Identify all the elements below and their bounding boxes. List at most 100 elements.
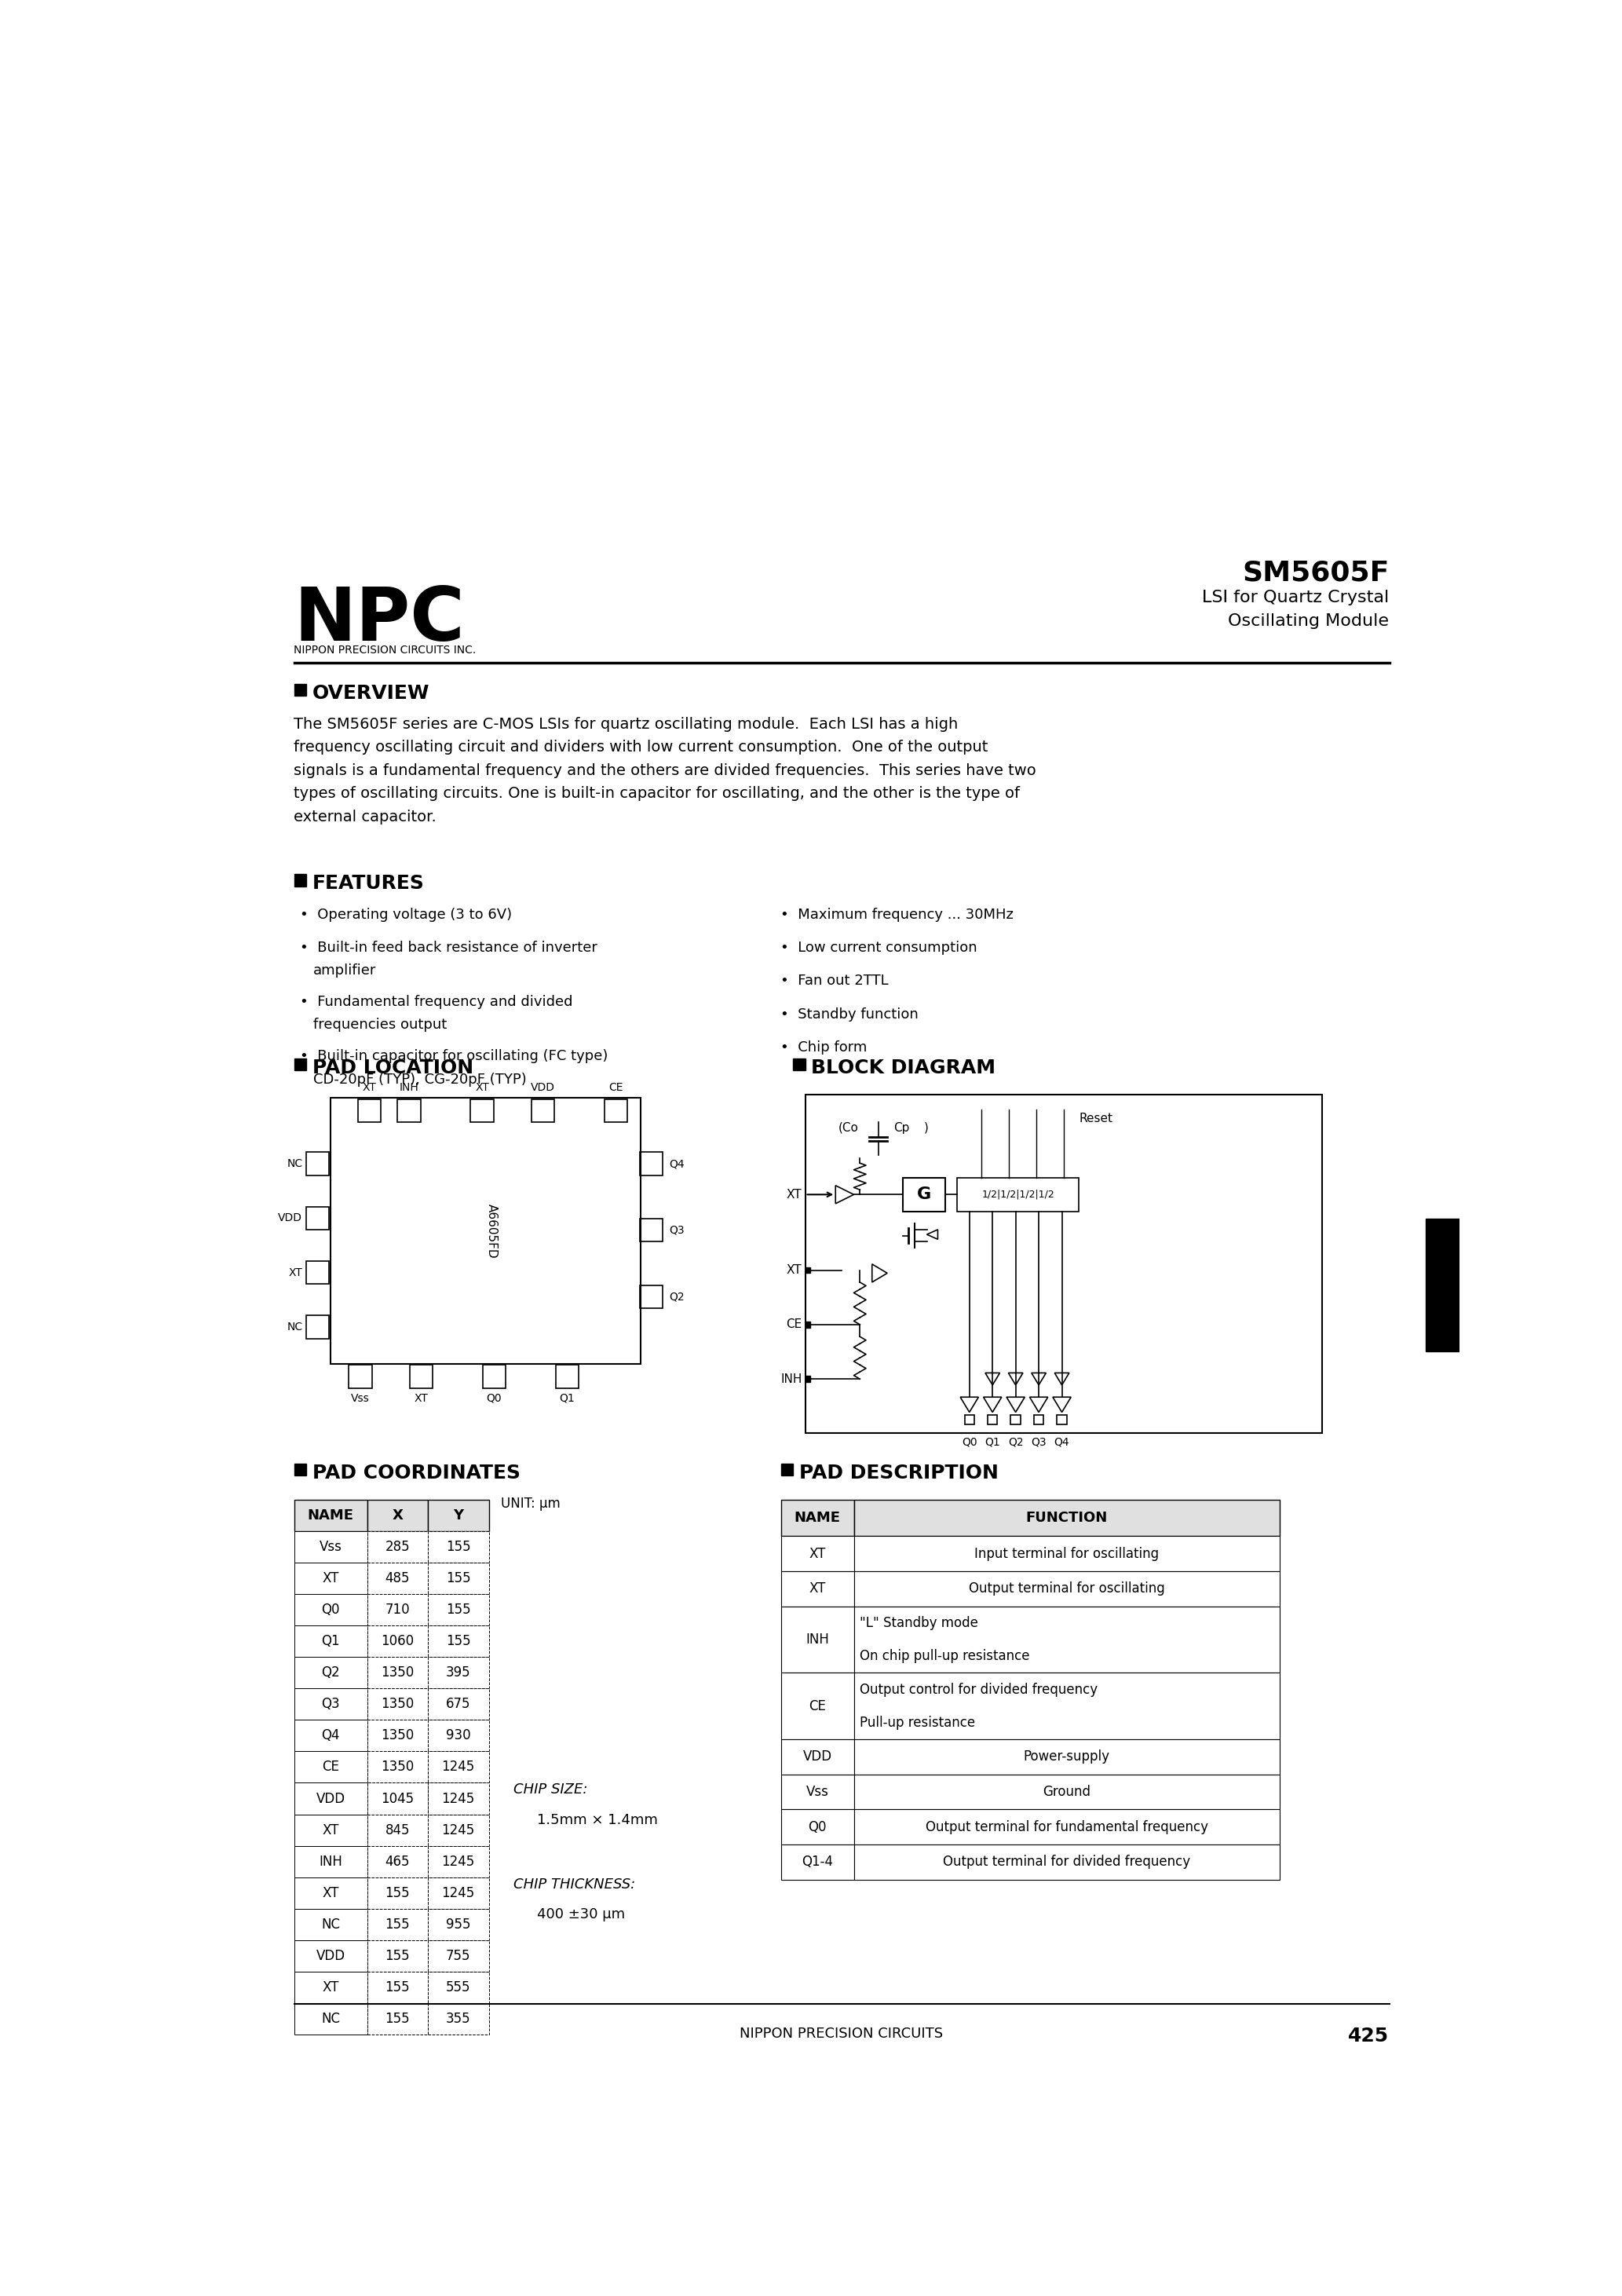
Text: BLOCK DIAGRAM: BLOCK DIAGRAM bbox=[811, 1058, 996, 1077]
Text: frequencies output: frequencies output bbox=[313, 1017, 448, 1033]
Text: PAD LOCATION: PAD LOCATION bbox=[313, 1058, 474, 1077]
Text: 155: 155 bbox=[384, 1949, 410, 1963]
Bar bbox=[805, 1095, 1322, 1433]
Text: 155: 155 bbox=[384, 1885, 410, 1901]
Bar bbox=[639, 1286, 663, 1309]
Text: Q2: Q2 bbox=[1007, 1437, 1023, 1446]
Text: Vss: Vss bbox=[350, 1394, 370, 1403]
Text: UNIT: μm: UNIT: μm bbox=[501, 1497, 560, 1511]
Text: 755: 755 bbox=[446, 1949, 470, 1963]
Text: The SM5605F series are C-MOS LSIs for quartz oscillating module.  Each LSI has a: The SM5605F series are C-MOS LSIs for qu… bbox=[294, 716, 1036, 824]
Text: NC: NC bbox=[287, 1322, 303, 1332]
Bar bbox=[294, 1593, 367, 1626]
Bar bbox=[294, 1878, 367, 1908]
Text: XT: XT bbox=[323, 1570, 339, 1587]
Text: Q2: Q2 bbox=[321, 1665, 339, 1681]
Bar bbox=[605, 1100, 628, 1123]
Bar bbox=[428, 1908, 488, 1940]
Bar bbox=[780, 1674, 853, 1740]
Bar bbox=[367, 1752, 428, 1784]
Bar bbox=[428, 1499, 488, 1531]
Bar bbox=[367, 1972, 428, 2002]
Text: NC: NC bbox=[287, 1157, 303, 1169]
Text: 555: 555 bbox=[446, 1979, 470, 1995]
Text: Q3: Q3 bbox=[668, 1224, 684, 1235]
Text: PAD COORDINATES: PAD COORDINATES bbox=[313, 1463, 521, 1483]
Text: Q0: Q0 bbox=[808, 1821, 827, 1835]
Text: Q1: Q1 bbox=[321, 1635, 339, 1649]
Bar bbox=[428, 2002, 488, 2034]
Bar bbox=[294, 1658, 367, 1688]
Bar bbox=[367, 1531, 428, 1564]
Text: Vss: Vss bbox=[320, 1541, 342, 1554]
Text: 485: 485 bbox=[384, 1570, 410, 1587]
Text: •  Fan out 2TTL: • Fan out 2TTL bbox=[780, 974, 889, 987]
Text: Q2: Q2 bbox=[668, 1290, 684, 1302]
Text: Vss: Vss bbox=[806, 1784, 829, 1800]
Bar bbox=[294, 1752, 367, 1784]
Bar bbox=[294, 684, 307, 696]
Bar bbox=[428, 1752, 488, 1784]
Text: 400 ±30 μm: 400 ±30 μm bbox=[537, 1908, 626, 1922]
Bar bbox=[853, 1844, 1280, 1880]
Text: ): ) bbox=[925, 1123, 928, 1134]
Text: XT: XT bbox=[787, 1189, 801, 1201]
Bar bbox=[294, 1940, 367, 1972]
Text: Q1-4: Q1-4 bbox=[801, 1855, 834, 1869]
Bar bbox=[367, 1908, 428, 1940]
Bar bbox=[358, 1100, 381, 1123]
Bar bbox=[294, 1784, 367, 1814]
Text: 155: 155 bbox=[446, 1541, 470, 1554]
Text: Q0: Q0 bbox=[487, 1394, 501, 1403]
Text: Q3: Q3 bbox=[1032, 1437, 1046, 1446]
Bar bbox=[294, 1531, 367, 1564]
Text: 155: 155 bbox=[446, 1570, 470, 1587]
Text: •  Chip form: • Chip form bbox=[780, 1040, 868, 1054]
Bar bbox=[294, 1688, 367, 1720]
Bar bbox=[483, 1366, 506, 1389]
Text: 395: 395 bbox=[446, 1665, 470, 1681]
Bar bbox=[853, 1775, 1280, 1809]
Bar bbox=[428, 1688, 488, 1720]
Text: Input terminal for oscillating: Input terminal for oscillating bbox=[975, 1548, 1160, 1561]
Text: CE: CE bbox=[608, 1081, 623, 1093]
Bar bbox=[307, 1261, 329, 1283]
Text: XT: XT bbox=[809, 1582, 826, 1596]
Text: A6605FD: A6605FD bbox=[487, 1203, 498, 1258]
Bar bbox=[367, 1878, 428, 1908]
Text: amplifier: amplifier bbox=[313, 964, 376, 978]
Bar bbox=[428, 1972, 488, 2002]
Bar bbox=[294, 1720, 367, 1752]
Text: XT: XT bbox=[362, 1081, 376, 1093]
Bar bbox=[853, 1740, 1280, 1775]
Text: NC: NC bbox=[321, 2011, 341, 2025]
Bar bbox=[331, 1097, 641, 1364]
Bar bbox=[780, 1844, 853, 1880]
Text: 1350: 1350 bbox=[381, 1729, 414, 1743]
Bar bbox=[367, 1720, 428, 1752]
Text: 1245: 1245 bbox=[441, 1791, 475, 1805]
Bar bbox=[367, 1499, 428, 1531]
Bar bbox=[428, 1564, 488, 1593]
Text: Q1: Q1 bbox=[560, 1394, 574, 1403]
Text: CE: CE bbox=[787, 1318, 801, 1329]
Text: 285: 285 bbox=[384, 1541, 410, 1554]
Text: XT: XT bbox=[475, 1081, 488, 1093]
Bar bbox=[780, 1499, 853, 1536]
Text: Oscillating Module: Oscillating Module bbox=[1228, 613, 1388, 629]
Bar bbox=[780, 1607, 853, 1674]
Bar bbox=[294, 1499, 367, 1531]
Text: G: G bbox=[916, 1187, 931, 1203]
Bar bbox=[853, 1536, 1280, 1570]
Bar bbox=[367, 1593, 428, 1626]
Bar bbox=[307, 1208, 329, 1231]
Bar bbox=[307, 1316, 329, 1339]
Bar bbox=[428, 1878, 488, 1908]
Bar bbox=[428, 1814, 488, 1846]
Text: Ground: Ground bbox=[1043, 1784, 1090, 1800]
Bar bbox=[428, 1784, 488, 1814]
Text: VDD: VDD bbox=[803, 1750, 832, 1763]
Text: 155: 155 bbox=[446, 1635, 470, 1649]
Text: 1245: 1245 bbox=[441, 1855, 475, 1869]
Text: Q4: Q4 bbox=[321, 1729, 339, 1743]
